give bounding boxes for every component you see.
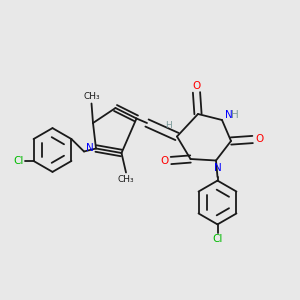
Text: H: H bbox=[165, 121, 172, 130]
Text: O: O bbox=[192, 81, 201, 91]
Text: N: N bbox=[214, 163, 221, 173]
Text: N: N bbox=[225, 110, 232, 120]
Text: N: N bbox=[85, 143, 93, 153]
Text: Cl: Cl bbox=[13, 156, 24, 166]
Text: O: O bbox=[255, 134, 263, 145]
Text: CH₃: CH₃ bbox=[83, 92, 100, 101]
Text: O: O bbox=[160, 155, 169, 166]
Text: CH₃: CH₃ bbox=[118, 175, 134, 184]
Text: H: H bbox=[231, 110, 239, 120]
Text: Cl: Cl bbox=[212, 234, 223, 244]
